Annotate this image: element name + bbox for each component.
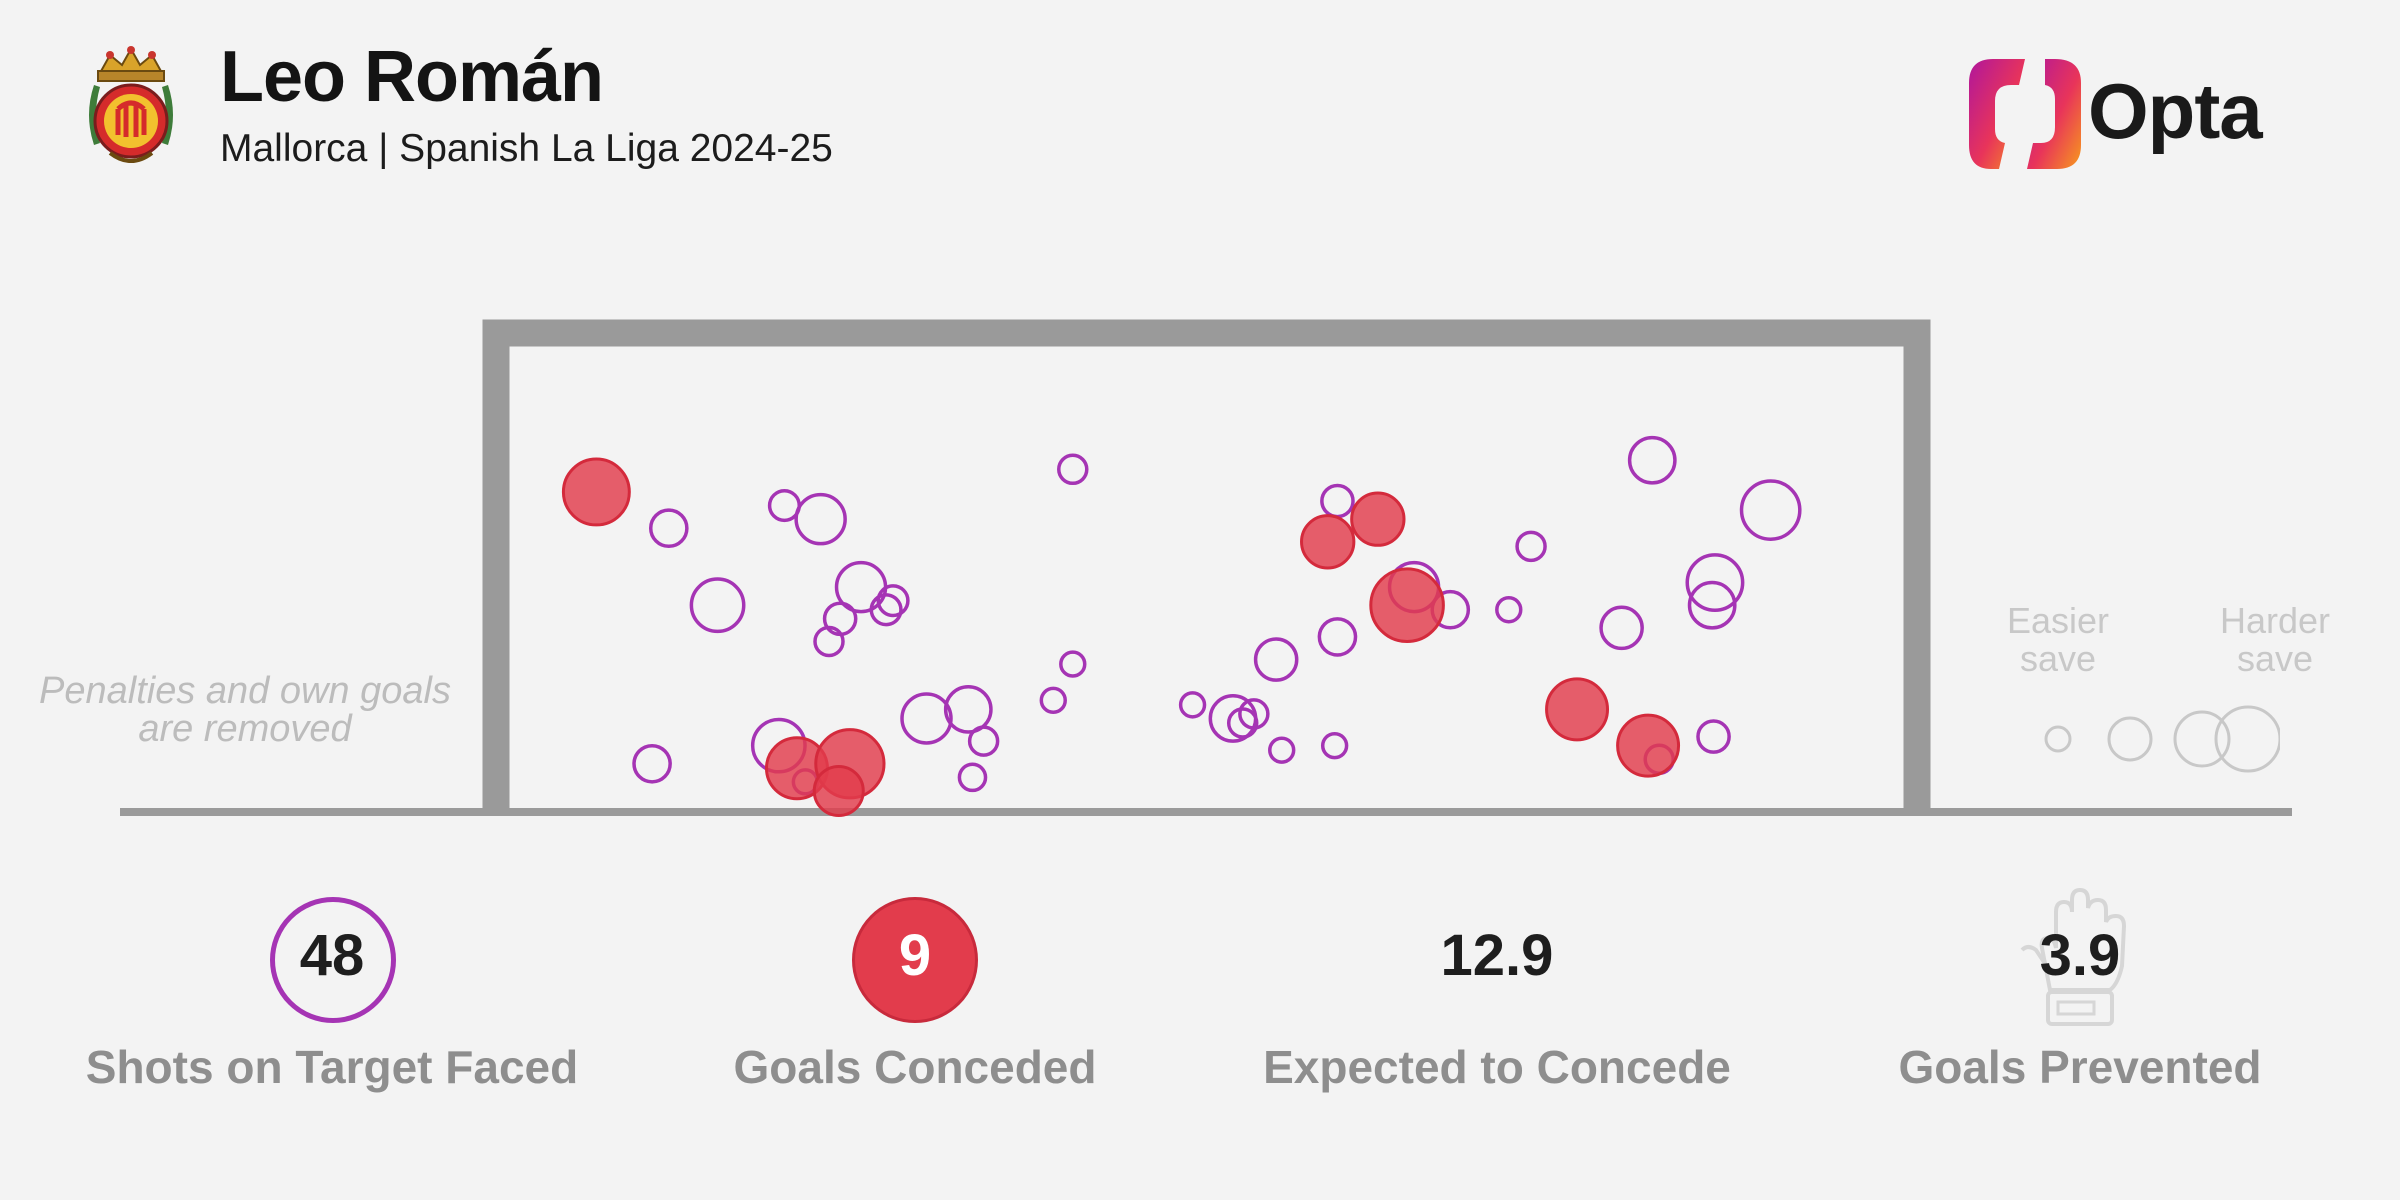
legend-size-m bbox=[2173, 710, 2231, 768]
save-marker-19 bbox=[1178, 691, 1207, 719]
goalkeeper-glove-icon bbox=[2020, 888, 2127, 1026]
save-marker-15 bbox=[957, 762, 988, 793]
save-marker-22 bbox=[1238, 698, 1270, 730]
save-marker-8 bbox=[876, 584, 910, 618]
legend-easier-line-1: Easier bbox=[2006, 600, 2110, 641]
shots-value: 48 bbox=[299, 923, 365, 988]
save-marker-30 bbox=[1495, 596, 1523, 624]
goals-disc bbox=[852, 897, 978, 1023]
legend-size-scale bbox=[2044, 705, 2280, 773]
goal-marker-4 bbox=[812, 764, 865, 817]
save-marker-17 bbox=[1059, 650, 1087, 678]
goal-marker-6 bbox=[1350, 491, 1406, 547]
save-marker-26 bbox=[1320, 483, 1355, 519]
save-marker-24 bbox=[1268, 736, 1296, 764]
goals-value: 9 bbox=[898, 923, 932, 988]
legend-size-s bbox=[2107, 716, 2153, 762]
goal-marker-9 bbox=[1616, 713, 1681, 778]
team-competition-subtitle: Mallorca | Spanish La Liga 2024-25 bbox=[220, 127, 833, 170]
save-marker-27 bbox=[1317, 617, 1358, 657]
save-marker-35 bbox=[1685, 553, 1745, 613]
save-marker-1 bbox=[648, 508, 689, 549]
opta-logo-icon bbox=[1969, 59, 2081, 169]
save-marker-9 bbox=[632, 743, 672, 784]
shots-ring bbox=[270, 897, 396, 1023]
save-marker-37 bbox=[1696, 719, 1731, 754]
save-marker-32 bbox=[1599, 605, 1644, 651]
save-marker-25 bbox=[1320, 731, 1349, 760]
save-marker-18 bbox=[1039, 686, 1067, 715]
xg-label: Expected to Concede bbox=[1263, 1041, 1731, 1093]
legend-size-xs bbox=[2044, 725, 2072, 753]
goal-marker-8 bbox=[1545, 677, 1610, 742]
save-marker-12 bbox=[900, 692, 953, 745]
note-line-1: Penalties and own goals bbox=[39, 670, 451, 712]
legend-harder-line-2: save bbox=[2236, 638, 2314, 679]
legend-size-l bbox=[2214, 705, 2280, 773]
save-marker-2 bbox=[689, 577, 746, 634]
save-marker-23 bbox=[1253, 637, 1299, 682]
goal-marker-5 bbox=[1300, 514, 1356, 570]
legend-harder-save: Harder save bbox=[2175, 602, 2375, 678]
prevented-label: Goals Prevented bbox=[1898, 1041, 2262, 1093]
save-marker-31 bbox=[1515, 530, 1547, 563]
goals-label: Goals Conceded bbox=[733, 1041, 1097, 1093]
legend-easier-save: Easier save bbox=[1958, 602, 2158, 678]
prevented-value: 3.9 bbox=[2039, 923, 2121, 988]
goal-frame bbox=[482, 319, 1931, 812]
note-line-2: are removed bbox=[138, 708, 352, 750]
save-marker-13 bbox=[943, 684, 993, 734]
save-marker-16 bbox=[1057, 453, 1089, 486]
xg-value: 12.9 bbox=[1440, 923, 1554, 988]
goal-marker-7 bbox=[1369, 567, 1445, 643]
save-marker-33 bbox=[1627, 435, 1677, 485]
save-marker-14 bbox=[967, 725, 1000, 757]
save-marker-36 bbox=[1687, 580, 1737, 630]
save-marker-21 bbox=[1226, 707, 1259, 739]
player-name: Leo Román bbox=[220, 37, 604, 117]
save-marker-7 bbox=[813, 625, 845, 658]
legend-harder-line-1: Harder bbox=[2219, 600, 2331, 641]
exclusion-note: Penalties and own goals are removed bbox=[20, 672, 470, 748]
save-marker-39 bbox=[869, 593, 903, 627]
club-crest-icon bbox=[89, 46, 173, 163]
save-marker-6 bbox=[822, 601, 858, 637]
opta-wordmark: Opta bbox=[2088, 67, 2263, 155]
legend-easier-line-2: save bbox=[2019, 638, 2097, 679]
save-marker-4 bbox=[794, 492, 847, 546]
save-marker-38 bbox=[1739, 479, 1802, 541]
goal-marker-1 bbox=[561, 457, 631, 527]
shots-label: Shots on Target Faced bbox=[85, 1041, 579, 1093]
